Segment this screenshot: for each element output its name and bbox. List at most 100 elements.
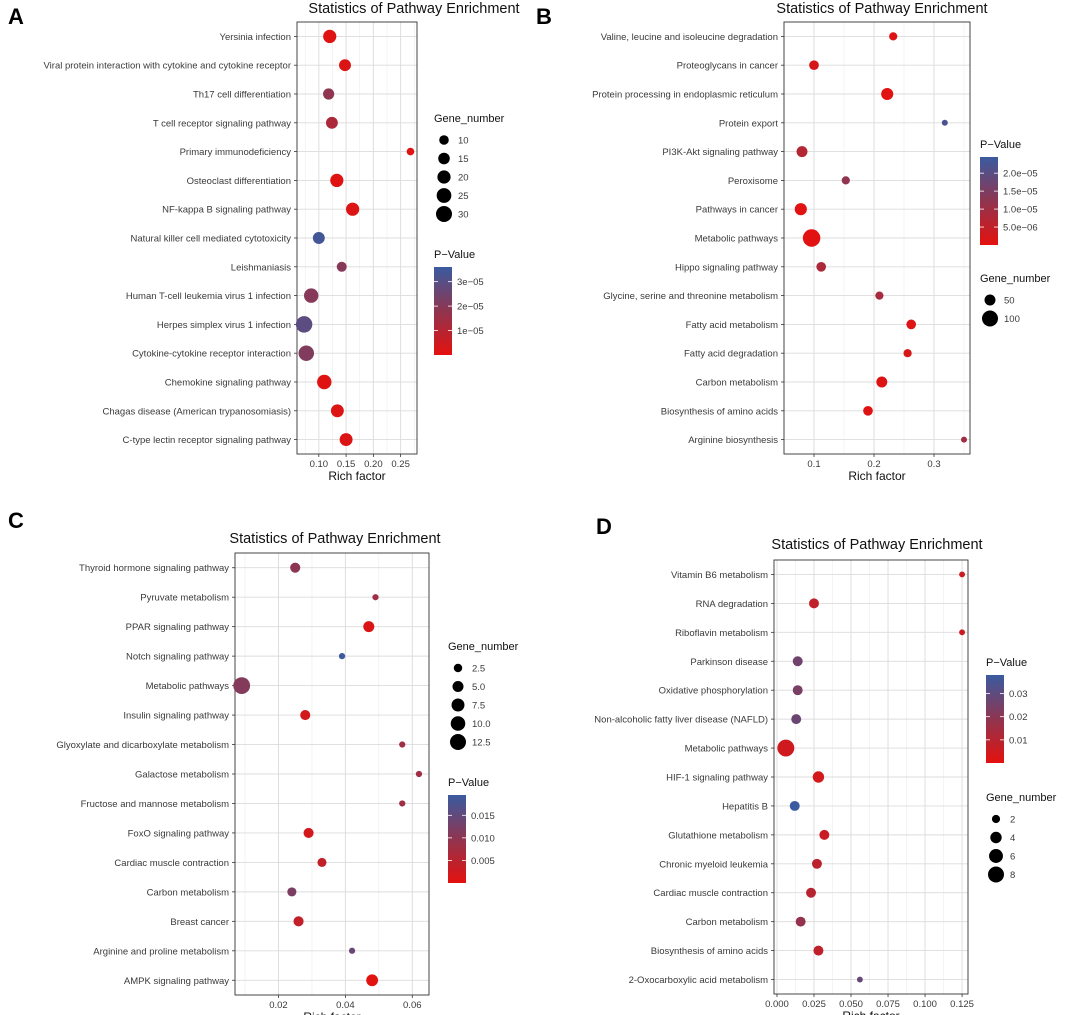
y-tick-label-C: Insulin signaling pathway xyxy=(123,711,229,722)
panel-label-C: C xyxy=(8,508,24,533)
y-tick-label-B: Proteoglycans in cancer xyxy=(677,61,778,72)
color-legend-bar-C xyxy=(448,795,466,883)
data-point-B xyxy=(794,203,807,216)
data-point-C xyxy=(233,677,251,694)
y-tick-label-D: HIF-1 signaling pathway xyxy=(666,773,768,784)
color-legend-title-A: P−Value xyxy=(434,249,475,261)
y-tick-label-D: 2-Oxocarboxylic acid metabolism xyxy=(629,975,768,986)
data-point-C xyxy=(293,916,304,927)
x-tick-label-A: 0.10 xyxy=(310,459,329,470)
x-tick-label-D: 0.050 xyxy=(839,999,863,1010)
data-point-B xyxy=(841,176,850,185)
size-legend-label-D: 8 xyxy=(1010,870,1015,881)
chart-title-B: Statistics of Pathway Enrichment xyxy=(776,1,987,17)
color-legend-title-B: P−Value xyxy=(980,139,1021,151)
chart-title-D: Statistics of Pathway Enrichment xyxy=(771,537,982,553)
y-tick-label-D: Chronic myeloid leukemia xyxy=(659,859,768,870)
size-legend-label-C: 2.5 xyxy=(472,664,485,675)
color-legend-label-C: 0.015 xyxy=(471,811,495,822)
data-point-C xyxy=(290,562,301,573)
x-tick-label-A: 0.20 xyxy=(364,459,383,470)
data-point-B xyxy=(906,319,917,330)
data-point-D xyxy=(856,976,863,983)
x-tick-label-D: 0.000 xyxy=(765,999,789,1010)
y-tick-label-A: Viral protein interaction with cytokine … xyxy=(44,61,291,72)
size-legend-title-D: Gene_number xyxy=(986,792,1057,804)
y-tick-label-C: Galactose metabolism xyxy=(135,770,229,781)
size-legend-key-C xyxy=(450,734,466,750)
size-legend-label-A: 20 xyxy=(458,173,469,184)
color-legend-title-C: P−Value xyxy=(448,777,489,789)
y-tick-label-D: Parkinson disease xyxy=(690,657,768,668)
data-point-B xyxy=(941,119,948,126)
size-legend-label-A: 25 xyxy=(458,191,469,202)
panel-label-A: A xyxy=(8,4,24,29)
y-tick-label-A: Osteoclast differentiation xyxy=(187,176,291,187)
y-tick-label-D: RNA degradation xyxy=(696,599,768,610)
data-point-B xyxy=(881,87,894,101)
y-tick-label-A: Cytokine-cytokine receptor interaction xyxy=(132,349,291,360)
data-point-B xyxy=(903,349,912,358)
data-point-C xyxy=(338,653,346,660)
color-legend-label-D: 0.03 xyxy=(1009,689,1028,700)
data-point-A xyxy=(323,29,337,44)
size-legend-label-D: 4 xyxy=(1010,833,1015,844)
y-tick-label-C: Breast cancer xyxy=(170,917,229,928)
data-point-A xyxy=(336,261,347,272)
data-point-D xyxy=(813,945,824,956)
y-tick-label-C: Carbon metabolism xyxy=(147,887,229,898)
data-point-D xyxy=(777,739,795,757)
size-legend-label-C: 10.0 xyxy=(472,719,491,730)
data-point-B xyxy=(802,229,821,247)
data-point-D xyxy=(812,771,825,783)
size-legend-key-C xyxy=(450,716,466,731)
y-tick-label-A: Yersinia infection xyxy=(220,32,291,43)
size-legend-key-D xyxy=(988,866,1004,883)
y-tick-label-B: Arginine biosynthesis xyxy=(688,435,778,446)
y-tick-label-A: Primary immunodeficiency xyxy=(180,147,292,158)
size-legend-label-C: 7.5 xyxy=(472,701,485,712)
x-tick-label-D: 0.025 xyxy=(802,999,826,1010)
size-legend-key-C xyxy=(451,698,465,712)
y-tick-label-A: T cell receptor signaling pathway xyxy=(153,118,291,129)
data-point-D xyxy=(795,916,806,927)
y-tick-label-C: AMPK signaling pathway xyxy=(124,976,229,987)
data-point-B xyxy=(809,60,819,71)
size-legend-key-B xyxy=(982,310,998,327)
data-point-B xyxy=(875,291,884,300)
y-tick-label-A: Herpes simplex virus 1 infection xyxy=(157,320,291,331)
x-tick-label-D: 0.125 xyxy=(950,999,974,1010)
y-tick-label-B: PI3K-Akt signaling pathway xyxy=(662,147,778,158)
data-point-A xyxy=(339,433,353,447)
data-point-D xyxy=(959,571,966,578)
size-legend-title-C: Gene_number xyxy=(448,641,519,653)
y-tick-label-D: Metabolic pathways xyxy=(685,744,769,755)
x-tick-label-B: 0.3 xyxy=(927,459,940,470)
panel-label-B: B xyxy=(536,4,552,29)
y-tick-label-C: Notch signaling pathway xyxy=(126,652,229,663)
chart-title-C: Statistics of Pathway Enrichment xyxy=(229,531,440,547)
x-axis-label-A: Rich factor xyxy=(328,469,385,483)
size-legend-label-A: 10 xyxy=(458,136,469,147)
color-legend-label-B: 5.0e−06 xyxy=(1003,223,1038,234)
data-point-D xyxy=(819,829,830,840)
x-tick-label-C: 0.02 xyxy=(269,1000,288,1011)
color-legend-bar-A xyxy=(434,267,452,355)
data-point-A xyxy=(339,59,351,72)
size-legend-title-B: Gene_number xyxy=(980,273,1051,285)
data-point-B xyxy=(796,146,808,158)
color-legend-label-A: 3e−05 xyxy=(457,277,484,288)
color-legend-bar-D xyxy=(986,675,1004,763)
y-tick-label-B: Protein export xyxy=(719,118,779,129)
size-legend-key-C xyxy=(453,663,463,673)
x-tick-label-B: 0.1 xyxy=(807,459,820,470)
x-tick-label-D: 0.100 xyxy=(913,999,937,1010)
color-legend-label-D: 0.01 xyxy=(1009,735,1028,746)
x-tick-label-C: 0.04 xyxy=(336,1000,355,1011)
color-legend-label-A: 2e−05 xyxy=(457,302,484,313)
data-point-D xyxy=(792,656,803,667)
color-legend-label-B: 2.0e−05 xyxy=(1003,169,1038,180)
size-legend-label-A: 30 xyxy=(458,210,469,221)
y-tick-label-B: Hippo signaling pathway xyxy=(675,262,778,273)
y-tick-label-D: Non-alcoholic fatty liver disease (NAFLD… xyxy=(594,715,768,726)
